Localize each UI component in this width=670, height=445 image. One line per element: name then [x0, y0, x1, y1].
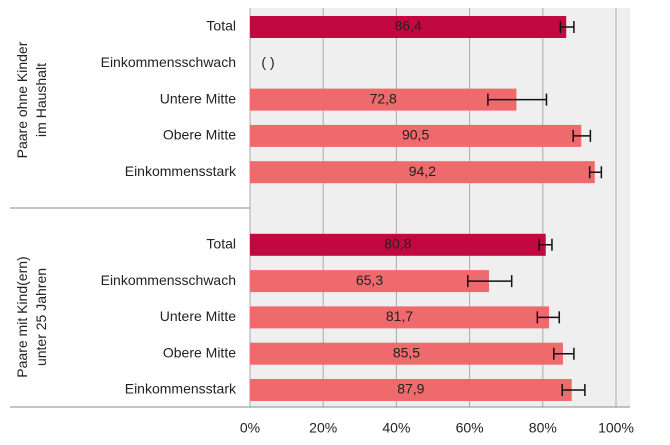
bar — [250, 270, 489, 293]
bar — [250, 233, 546, 256]
error-bar — [538, 238, 553, 251]
group-label: Paare mit Kind(ern) unter 25 Jahren — [14, 256, 49, 377]
error-bar — [536, 311, 561, 324]
error-bar — [487, 93, 548, 106]
value-label: 86,4 — [394, 18, 421, 34]
value-label: 80,8 — [384, 236, 411, 252]
category-label: Total — [206, 18, 236, 34]
group-label: Paare ohne Kinder im Haushalt — [14, 41, 49, 158]
error-bar — [588, 166, 603, 179]
x-tick-label: 100% — [598, 420, 634, 436]
value-label: 81,7 — [386, 308, 413, 324]
category-label: Obere Mitte — [163, 344, 236, 360]
plot-background — [250, 8, 630, 407]
x-tick-label: 80% — [529, 420, 557, 436]
value-label: 85,5 — [393, 344, 420, 360]
group-label-line: im Haushalt — [33, 63, 49, 137]
x-tick-label: 0% — [240, 420, 260, 436]
value-label: 65,3 — [356, 272, 383, 288]
group-label-line: Paare ohne Kinder — [14, 41, 30, 158]
bar — [250, 306, 550, 329]
category-label: Einkommensstark — [125, 163, 237, 179]
x-tick-label: 20% — [309, 420, 337, 436]
category-label: Obere Mitte — [163, 127, 236, 143]
group-label-line: Paare mit Kind(ern) — [14, 256, 30, 377]
value-label: 94,2 — [409, 163, 436, 179]
bar — [250, 379, 572, 401]
error-bar — [572, 129, 592, 142]
bar — [250, 124, 582, 147]
error-bar — [559, 21, 575, 33]
value-label: 72,8 — [370, 90, 397, 106]
bar — [250, 88, 517, 111]
category-label: Einkommensschwach — [101, 54, 236, 70]
category-label: Einkommensstark — [125, 381, 237, 397]
bar — [250, 342, 563, 365]
error-bar — [561, 384, 586, 396]
category-label: Untere Mitte — [160, 90, 236, 106]
category-label: Total — [206, 236, 236, 252]
category-label: Einkommensschwach — [101, 272, 236, 288]
x-tick-label: 60% — [456, 420, 484, 436]
error-bar — [467, 275, 513, 288]
value-label: 87,9 — [397, 381, 424, 397]
x-tick-label: 40% — [382, 420, 410, 436]
error-bar — [553, 347, 575, 360]
value-label: 90,5 — [402, 127, 429, 143]
value-label: ( ) — [261, 54, 274, 70]
category-label: Untere Mitte — [160, 308, 236, 324]
bar — [250, 16, 567, 38]
bar — [250, 161, 595, 184]
group-label-line: unter 25 Jahren — [33, 268, 49, 366]
